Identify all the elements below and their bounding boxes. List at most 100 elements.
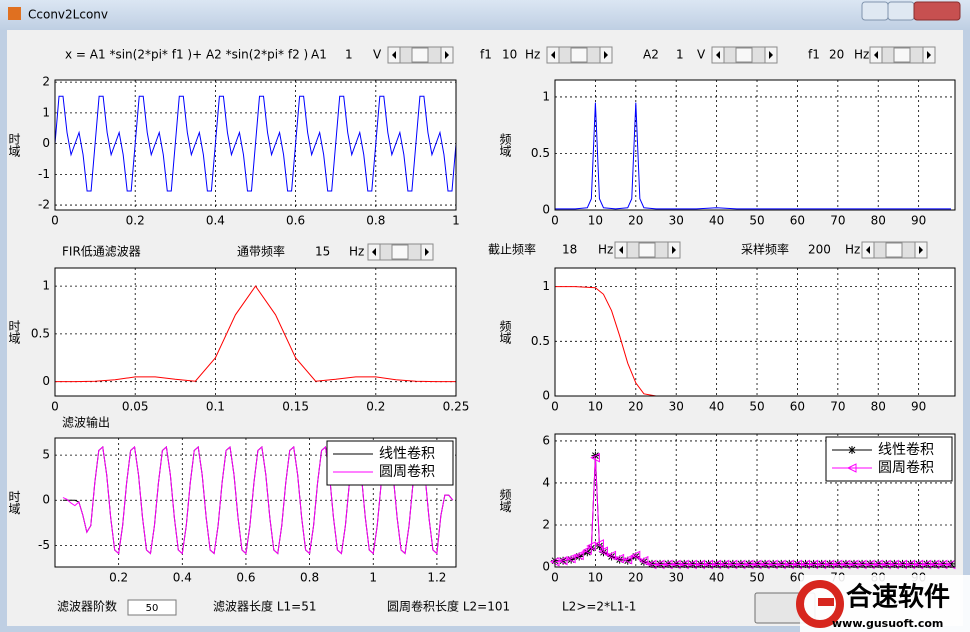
marker (598, 546, 608, 557)
x-tick-label: 0.25 (443, 400, 470, 414)
x-tick-label: 40 (709, 571, 724, 585)
x-tick-label: 20 (628, 214, 643, 228)
axes: 0 10 20 30 40 50 60 70 80 90 0 0.5 1 频域 (498, 267, 956, 414)
marker (769, 559, 778, 568)
marker (631, 552, 640, 561)
marker (575, 552, 584, 561)
order-input[interactable] (127, 599, 177, 616)
close-button[interactable] (913, 1, 961, 21)
y-tick-label: 6 (542, 433, 550, 447)
marker (922, 559, 931, 568)
label: f1 (480, 48, 492, 62)
x-tick-label: 60 (790, 214, 805, 228)
x-tick-label: 0 (551, 214, 559, 228)
x-tick-label: 40 (709, 400, 724, 414)
slider[interactable] (869, 46, 936, 64)
x-tick-label: 90 (911, 400, 926, 414)
y-tick-label: -5 (38, 538, 50, 552)
axes-box (54, 437, 457, 568)
x-tick-label: 0.05 (122, 400, 149, 414)
legend-label: 线性卷积 (878, 442, 934, 458)
value: 18 (562, 243, 577, 257)
slider[interactable] (711, 46, 778, 64)
axes: 0 0.05 0.1 0.15 0.2 0.25 0 0.5 1 时域 (7, 267, 470, 414)
x-tick-label: 0.6 (286, 214, 305, 228)
marker (656, 559, 665, 568)
y-tick-label: 1 (42, 105, 50, 119)
marker (882, 559, 891, 568)
x-tick-label: 0 (551, 400, 559, 414)
marker (622, 554, 633, 565)
slider[interactable] (614, 241, 681, 259)
x-tick-label: 40 (709, 214, 724, 228)
marker (930, 559, 939, 568)
y-tick-label: 4 (542, 475, 550, 489)
x-tick-label: 0.15 (282, 400, 309, 414)
axes: 0 10 20 30 40 50 60 70 80 90 0 0.5 1 频域 (498, 79, 956, 228)
x-tick-label: 0.8 (300, 571, 319, 585)
x-tick-label: 0 (551, 571, 559, 585)
marker (639, 557, 648, 566)
slider-thumb (391, 244, 409, 260)
y-axis-label: 时域 (7, 133, 21, 157)
axes-box (54, 79, 457, 211)
axes-box (554, 79, 956, 211)
marker (680, 559, 689, 568)
y-tick-label: 1 (42, 279, 50, 293)
x-tick-label: 60 (790, 400, 805, 414)
y-tick-label: 0.5 (531, 146, 550, 160)
marker (607, 552, 616, 561)
marker (623, 556, 632, 565)
marker (946, 559, 955, 568)
marker (638, 555, 649, 566)
formula: x = A1 *sin(2*pi* f1 )+ A2 *sin(2*pi* f2… (65, 48, 308, 62)
slider[interactable] (387, 46, 454, 64)
marker (761, 559, 770, 568)
x-tick-label: 0.2 (126, 214, 145, 228)
info-text: L2>=2*L1-1 (562, 600, 636, 614)
label: 滤波器阶数 (57, 599, 117, 614)
legend-label: 圆周卷积 (878, 460, 934, 476)
marker (833, 559, 842, 568)
y-tick-label: 0.5 (531, 334, 550, 348)
marker (720, 559, 729, 568)
x-tick-label: 1.2 (427, 571, 446, 585)
slider[interactable] (861, 241, 928, 259)
marker (557, 555, 568, 566)
label: A2 (643, 48, 659, 62)
y-tick-label: 0 (542, 389, 550, 403)
maximize-button[interactable] (887, 1, 915, 21)
marker (938, 559, 947, 568)
input-value[interactable]: 50 (146, 603, 159, 614)
y-axis-label: 时域 (7, 490, 21, 514)
marker (848, 446, 856, 454)
legend-box (326, 440, 454, 486)
unit: V (697, 48, 706, 62)
marker (704, 559, 713, 568)
slider[interactable] (367, 243, 434, 261)
y-tick-label: 0 (42, 136, 50, 150)
x-tick-label: 80 (871, 400, 886, 414)
unit: Hz (845, 243, 860, 257)
marker (753, 559, 762, 568)
plot-area (555, 268, 955, 396)
minimize-button[interactable] (861, 1, 889, 21)
y-tick-label: 1 (542, 279, 550, 293)
label: f1 (808, 48, 820, 62)
title-bar (0, 0, 970, 30)
marker (825, 559, 834, 568)
slider-thumb (411, 47, 429, 63)
marker (898, 559, 907, 568)
marker (817, 559, 826, 568)
x-tick-label: 0.2 (109, 571, 128, 585)
x-tick-label: 0 (51, 400, 59, 414)
label: 截止频率 (488, 242, 536, 257)
info-text: 圆周卷积长度 L2=101 (387, 599, 510, 614)
axes: 01020304050607080900246频域线性卷积圆周卷积 (498, 433, 956, 585)
marker (606, 550, 617, 561)
slider-thumb (570, 47, 588, 63)
y-tick-label: 0 (42, 493, 50, 507)
slider[interactable] (546, 46, 613, 64)
marker (793, 559, 802, 568)
